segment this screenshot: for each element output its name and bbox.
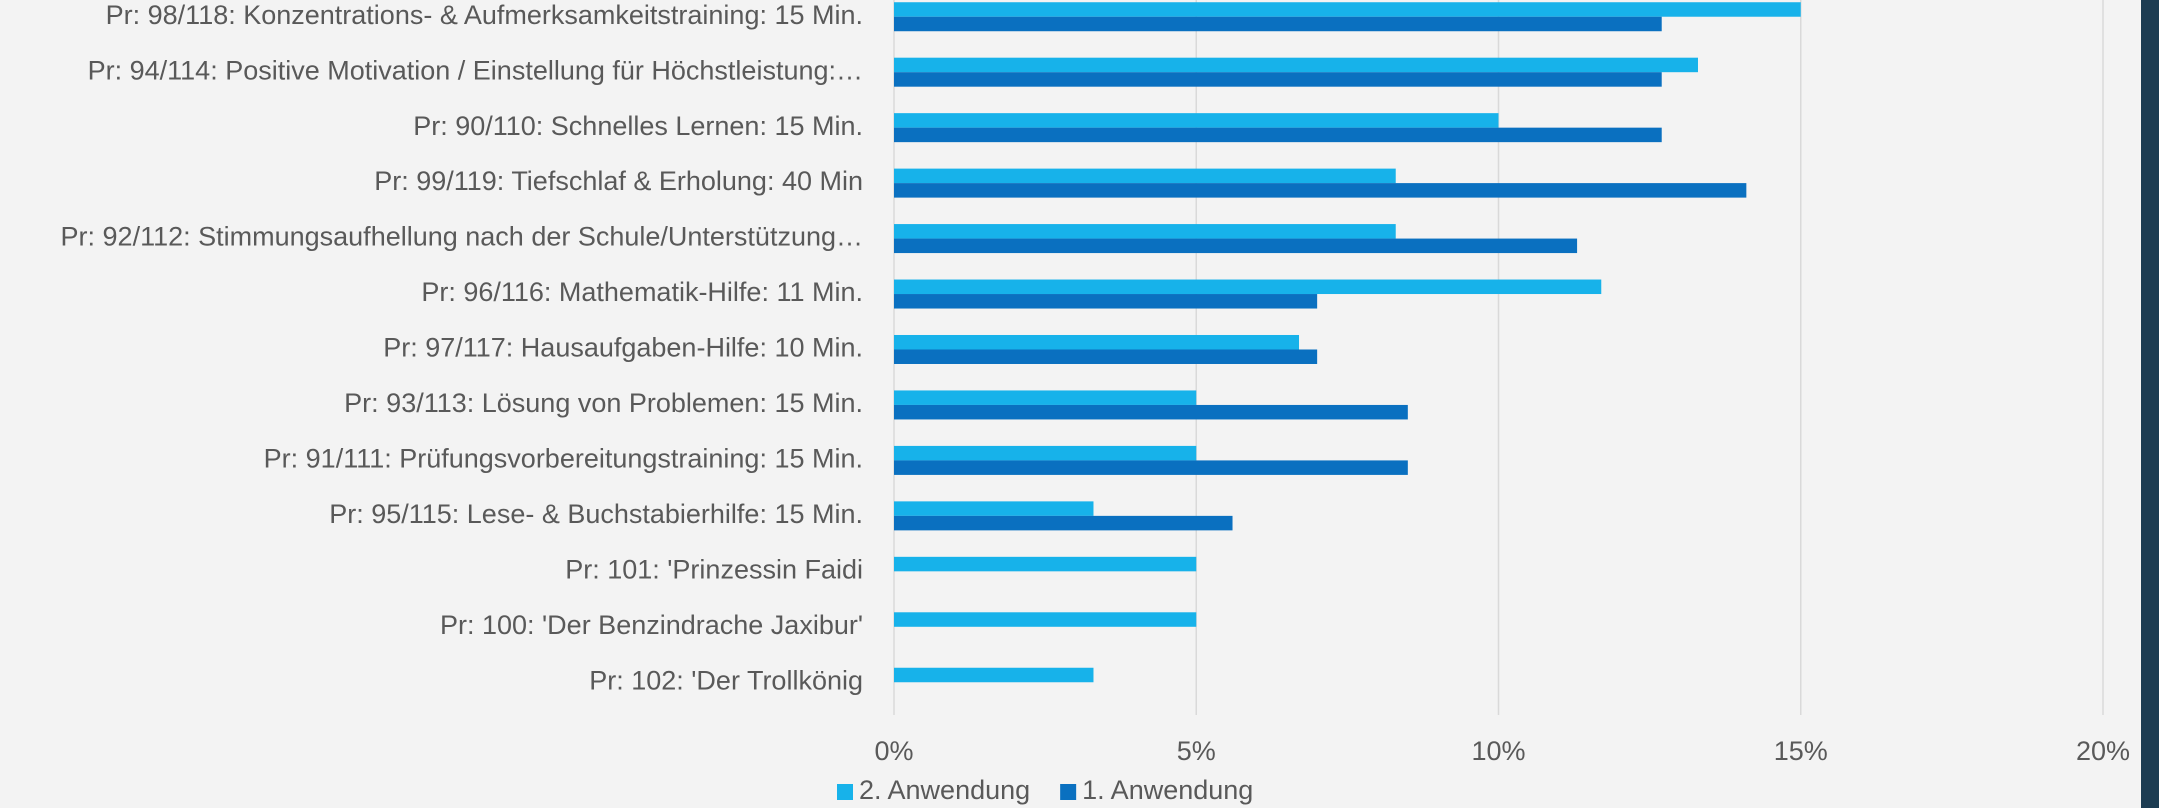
bar <box>894 127 1662 143</box>
bar <box>894 390 1197 405</box>
bar <box>894 294 1318 309</box>
y-tick-label: Pr: 96/116: Mathematik-Hilfe: 11 Min. <box>421 277 863 307</box>
bar <box>894 404 1408 420</box>
y-tick-label: Pr: 93/113: Lösung von Problemen: 15 Min… <box>344 388 863 418</box>
y-tick-label: Pr: 99/119: Tiefschlaf & Erholung: 40 Mi… <box>374 166 863 196</box>
x-tick-label: 20% <box>2076 736 2130 766</box>
y-tick-label: Pr: 90/110: Schnelles Lernen: 15 Min. <box>413 111 863 141</box>
bar <box>894 334 1300 350</box>
bar <box>894 279 1602 295</box>
y-tick-label: Pr: 95/115: Lese- & Buchstabierhilfe: 15… <box>329 499 863 529</box>
x-tick-label: 0% <box>874 736 913 766</box>
bar <box>894 183 1747 198</box>
y-tick-label: Pr: 94/114: Positive Motivation / Einste… <box>88 55 863 85</box>
bar <box>894 556 1197 572</box>
bar <box>894 2 1801 17</box>
x-tick-label: 10% <box>1471 736 1525 766</box>
bar <box>894 168 1396 184</box>
bar <box>894 501 1094 516</box>
bar <box>894 460 1408 475</box>
bar <box>894 113 1499 128</box>
y-tick-label: Pr: 101: 'Prinzessin Faidi <box>565 554 863 584</box>
y-tick-label: Pr: 91/111: Prüfungsvorbereitungstrainin… <box>264 444 863 474</box>
y-tick-label: Pr: 100: 'Der Benzindrache Jaxibur' <box>440 610 863 640</box>
legend-swatch <box>1060 784 1077 800</box>
y-tick-label: Pr: 97/117: Hausaufgaben-Hilfe: 10 Min. <box>383 333 863 363</box>
bar <box>894 16 1662 32</box>
x-tick-label: 15% <box>1774 736 1828 766</box>
bar <box>894 612 1197 627</box>
bar <box>894 57 1698 73</box>
y-tick-label: Pr: 92/112: Stimmungsaufhellung nach der… <box>61 222 863 252</box>
bar <box>894 667 1094 683</box>
legend-label: 1. Anwendung <box>1082 775 1253 805</box>
bar <box>894 224 1396 239</box>
bar <box>894 238 1578 254</box>
bar <box>894 515 1233 531</box>
y-tick-label: Pr: 98/118: Konzentrations- & Aufmerksam… <box>106 0 863 30</box>
legend-label: 2. Anwendung <box>859 775 1030 805</box>
x-tick-label: 5% <box>1177 736 1216 766</box>
y-tick-label: Pr: 102: 'Der Trollkönig <box>589 665 863 695</box>
bar <box>894 445 1197 461</box>
edge-strip <box>2141 0 2159 808</box>
bar <box>894 349 1318 364</box>
bar <box>894 72 1662 87</box>
legend-swatch <box>837 784 853 800</box>
